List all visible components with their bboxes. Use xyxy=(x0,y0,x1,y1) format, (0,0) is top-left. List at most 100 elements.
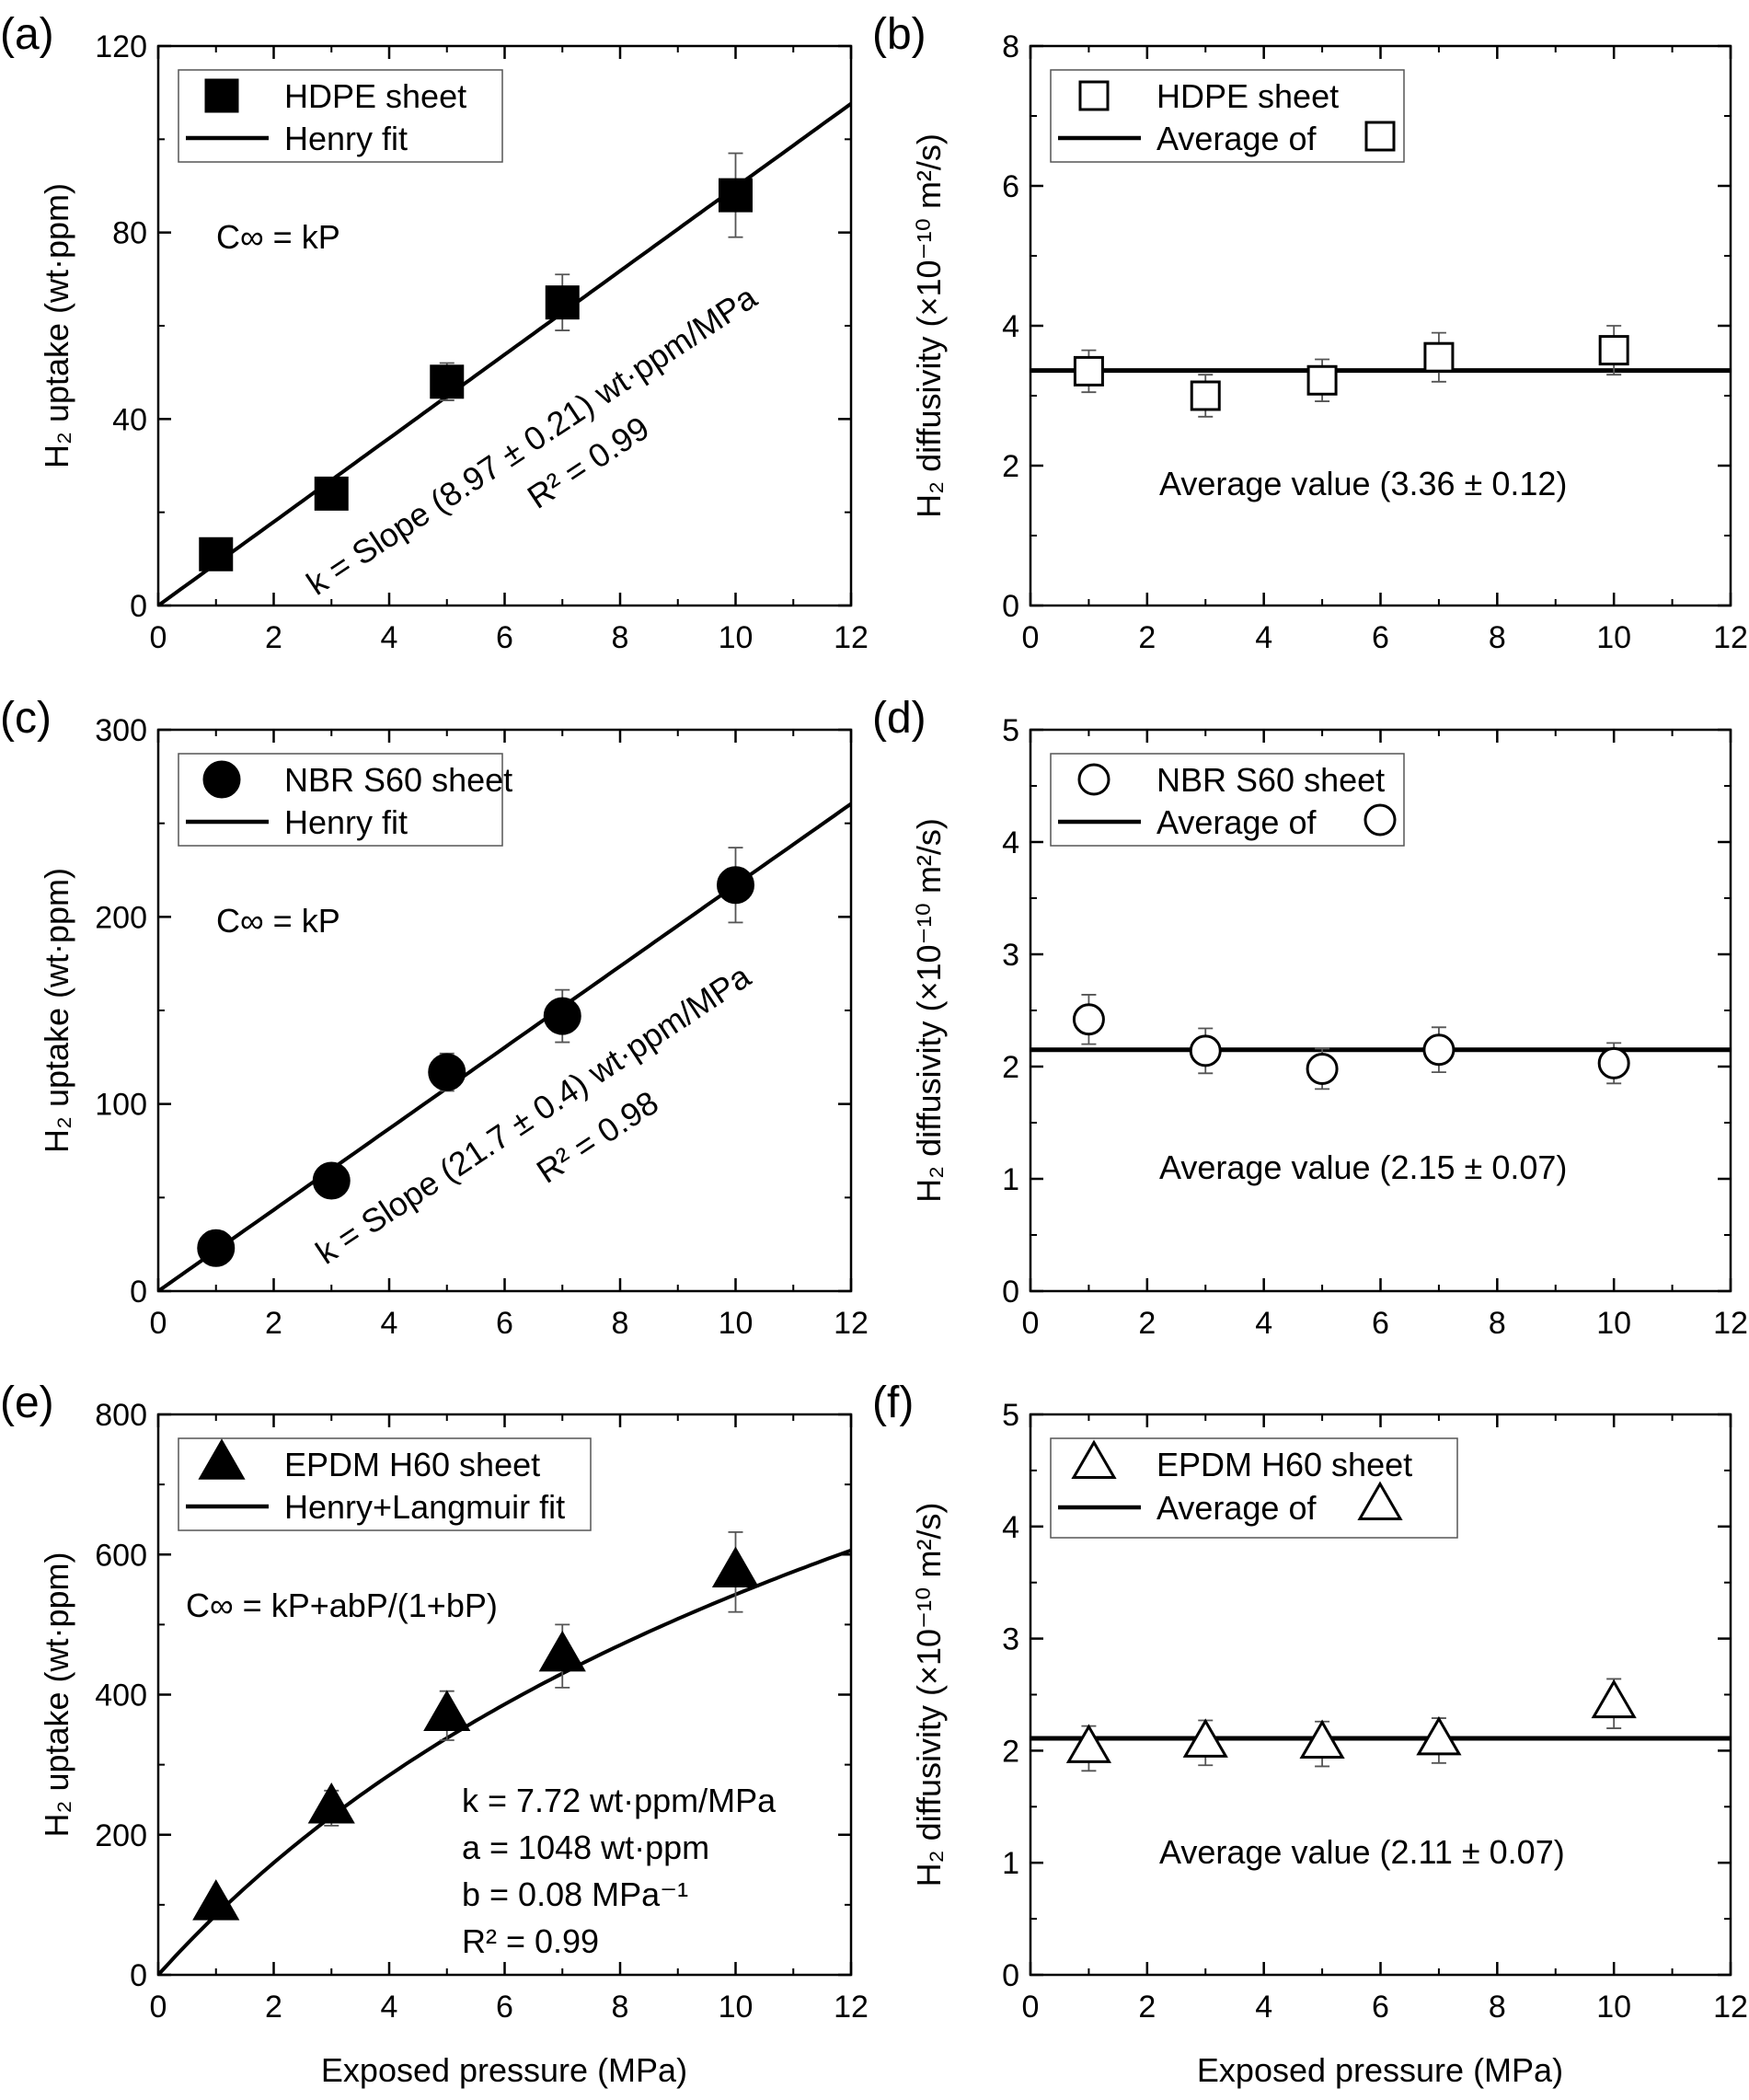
y-tick-label: 4 xyxy=(1002,825,1019,860)
x-tick-label: 8 xyxy=(1489,1306,1506,1341)
x-tick-label: 6 xyxy=(496,1306,513,1341)
y-tick-label: 200 xyxy=(95,1818,147,1853)
y-axis-label: H₂ uptake (wt·ppm) xyxy=(38,1552,75,1837)
legend-label: Average of xyxy=(1156,120,1317,157)
y-tick-label: 100 xyxy=(95,1088,147,1123)
data-point xyxy=(1299,1719,1345,1760)
a-annotation: a = 1048 wt·ppm xyxy=(462,1829,709,1866)
panel-label: (e) xyxy=(0,1379,54,1427)
data-point xyxy=(1189,1034,1222,1067)
y-tick-label: 300 xyxy=(95,713,147,748)
x-tick-label: 8 xyxy=(1489,1990,1506,2025)
annotations: C∞ = kP k = Slope (21.7 ± 0.4) wt·ppm/MPa… xyxy=(216,902,758,1272)
annotations: Average value (2.11 ± 0.07) xyxy=(1159,1833,1565,1871)
legend-box xyxy=(178,1437,592,1531)
legend-label: Average of xyxy=(1156,1489,1317,1527)
x-tick-label: 0 xyxy=(1022,1990,1040,2025)
y-tick-label: 1 xyxy=(1002,1162,1019,1197)
average-annotation: Average value (2.15 ± 0.07) xyxy=(1159,1148,1567,1186)
data-point xyxy=(312,1161,351,1200)
y-tick-label: 40 xyxy=(112,402,147,437)
data-point xyxy=(719,178,753,213)
data-point xyxy=(1182,1718,1228,1758)
x-tick-label: 6 xyxy=(1372,620,1389,655)
x-tick-label: 2 xyxy=(1138,1306,1156,1341)
x-tick-label: 2 xyxy=(1138,1990,1156,2025)
y-tick-label: 0 xyxy=(130,1958,147,1993)
y-tick-label: 0 xyxy=(1002,589,1019,624)
data-point xyxy=(1423,341,1455,373)
y-tick-label: 0 xyxy=(1002,1958,1019,1993)
legend-box xyxy=(1050,69,1405,163)
model-equation: C∞ = kP xyxy=(216,902,340,940)
legend-label: HDPE sheet xyxy=(1156,77,1339,115)
legend-label: EPDM H60 sheet xyxy=(284,1446,540,1483)
panel-c: 0 2 4 6 8 10 12 0 100 200 300 (c) H₂ uptake (wt·ppm)… xyxy=(0,694,869,1341)
slope-annotation: k = Slope (21.7 ± 0.4) wt·ppm/MPa xyxy=(309,957,758,1272)
x-tick-label: 8 xyxy=(612,1306,629,1341)
x-tick-label: 10 xyxy=(1596,1306,1631,1341)
y-tick-label: 5 xyxy=(1002,713,1019,748)
x-tick-label: 10 xyxy=(1596,1990,1631,2025)
x-axis-label-right: Exposed pressure (MPa) xyxy=(1197,2051,1563,2089)
legend-inline-marker xyxy=(1364,121,1396,152)
series-d xyxy=(1072,994,1630,1090)
plot-frame xyxy=(1029,44,1732,607)
x-tick-label: 12 xyxy=(1713,1990,1748,2025)
data-point xyxy=(1597,1046,1630,1079)
y-tick-label: 3 xyxy=(1002,1622,1019,1657)
y-tick-label: 2 xyxy=(1002,1050,1019,1085)
y-tick-label: 400 xyxy=(95,1679,147,1713)
legend-marker xyxy=(204,78,239,113)
x-tick-label: 8 xyxy=(1489,620,1506,655)
annotations: C∞ = kP k = Slope (8.97 ± 0.21) wt·ppm/MP… xyxy=(216,218,764,603)
data-point xyxy=(543,997,581,1035)
x-tick-label: 10 xyxy=(719,1990,754,2025)
k-annotation: k = 7.72 wt·ppm/MPa xyxy=(462,1782,777,1819)
average-annotation: Average value (3.36 ± 0.12) xyxy=(1159,465,1567,502)
y-tick-label: 600 xyxy=(95,1538,147,1573)
x-tick-label: 12 xyxy=(1713,1306,1748,1341)
x-tick-label: 4 xyxy=(381,1990,398,2025)
data-point xyxy=(1416,1715,1462,1756)
model-equation: C∞ = kP+abP/(1+bP) xyxy=(186,1587,498,1624)
plot-frame xyxy=(156,1413,853,1977)
annotations: C∞ = kP+abP/(1+bP) k = 7.72 wt·ppm/MPa a =… xyxy=(186,1587,777,1960)
data-point xyxy=(1073,355,1104,387)
data-point xyxy=(1306,1052,1339,1085)
x-tick-label: 2 xyxy=(265,620,282,655)
x-tick-label: 4 xyxy=(381,620,398,655)
panel-label: (d) xyxy=(872,694,926,743)
x-tick-label: 4 xyxy=(1255,1990,1272,2025)
legend: EPDM H60 sheet Average of xyxy=(1058,1439,1412,1527)
legend-inline-marker xyxy=(1357,1481,1403,1520)
data-point xyxy=(1598,335,1629,366)
x-tick-label: 8 xyxy=(612,1990,629,2025)
average-annotation: Average value (2.11 ± 0.07) xyxy=(1159,1833,1565,1871)
panel-b: 0 2 4 6 8 10 12 0 2 4 6 8 (b) H₂ diffusivity (×10⁻¹⁰ … xyxy=(872,10,1748,655)
x-tick-label: 0 xyxy=(150,1990,167,2025)
x-tick-label: 0 xyxy=(150,1306,167,1341)
legend: NBR S60 sheet Average of xyxy=(1058,761,1397,841)
series-f xyxy=(1065,1678,1637,1772)
legend-box xyxy=(1050,753,1405,847)
x-tick-label: 2 xyxy=(1138,620,1156,655)
x-tick-label: 2 xyxy=(265,1306,282,1341)
series-c xyxy=(197,847,754,1267)
y-tick-label: 0 xyxy=(1002,1275,1019,1310)
annotations: Average value (3.36 ± 0.12) xyxy=(1159,465,1567,502)
y-tick-label: 2 xyxy=(1002,449,1019,484)
x-tick-label: 6 xyxy=(1372,1990,1389,2025)
data-point xyxy=(1072,1003,1105,1036)
x-tick-label: 8 xyxy=(612,620,629,655)
x-tick-label: 2 xyxy=(265,1990,282,2025)
panel-label: (a) xyxy=(0,10,54,59)
y-tick-label: 2 xyxy=(1002,1734,1019,1769)
x-tick-label: 6 xyxy=(1372,1306,1389,1341)
x-tick-label: 4 xyxy=(1255,1306,1272,1341)
x-tick-label: 4 xyxy=(381,1306,398,1341)
data-point xyxy=(1306,364,1338,396)
data-point xyxy=(197,1229,236,1267)
y-tick-label: 6 xyxy=(1002,169,1019,204)
